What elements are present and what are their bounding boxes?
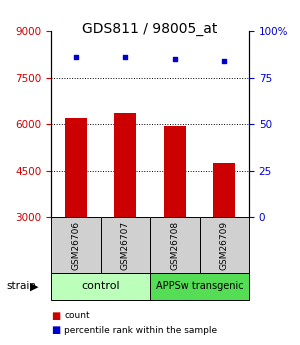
Text: APPSw transgenic: APPSw transgenic: [156, 282, 243, 291]
Text: count: count: [64, 311, 90, 320]
Point: [172, 56, 177, 62]
Text: strain: strain: [6, 282, 36, 291]
Bar: [150, 273, 249, 300]
Text: control: control: [81, 282, 120, 291]
Bar: [164, 126, 186, 217]
Text: GDS811 / 98005_at: GDS811 / 98005_at: [82, 22, 218, 37]
Bar: [114, 113, 136, 217]
Text: GSM26707: GSM26707: [121, 220, 130, 269]
Bar: [150, 217, 200, 273]
Text: percentile rank within the sample: percentile rank within the sample: [64, 326, 218, 335]
Point: [123, 55, 128, 60]
Text: GSM26706: GSM26706: [71, 220, 80, 269]
Bar: [51, 217, 100, 273]
Point: [74, 55, 78, 60]
Bar: [100, 217, 150, 273]
Text: ■: ■: [51, 311, 60, 321]
Bar: [200, 217, 249, 273]
Text: GSM26709: GSM26709: [220, 220, 229, 269]
Text: ■: ■: [51, 325, 60, 335]
Bar: [64, 118, 87, 217]
Point: [222, 58, 227, 63]
Bar: [51, 273, 150, 300]
Bar: [213, 163, 236, 217]
Text: GSM26708: GSM26708: [170, 220, 179, 269]
Text: ▶: ▶: [30, 282, 39, 291]
